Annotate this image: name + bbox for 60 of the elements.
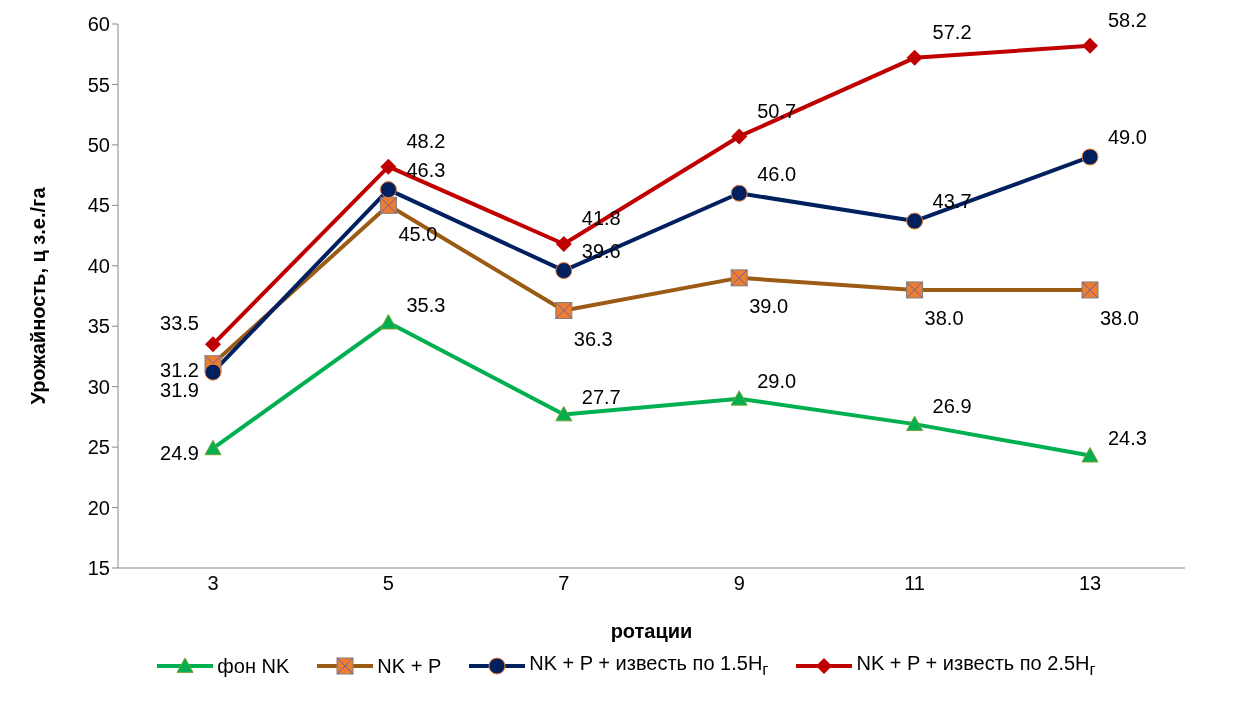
- data-label: 46.3: [406, 158, 446, 181]
- x-tick-label: 3: [207, 572, 219, 595]
- y-tick-label: 55: [87, 73, 110, 96]
- legend-label: NK + P + известь по 1.5H$_{г}$: [529, 652, 769, 680]
- point: [1081, 447, 1099, 463]
- x-axis-title: ротации: [610, 620, 693, 642]
- data-label: 58.2: [1108, 9, 1147, 32]
- point: [555, 262, 573, 280]
- data-label: 48.2: [406, 129, 446, 152]
- point: [906, 415, 924, 432]
- data-label: 33.5: [160, 311, 199, 334]
- point: [1082, 37, 1098, 54]
- data-label: 36.3: [573, 327, 613, 350]
- data-label: 26.9: [932, 395, 972, 418]
- data-label: 46.0: [757, 162, 797, 185]
- point: [906, 212, 924, 230]
- y-tick-label: 15: [87, 557, 110, 580]
- point: [205, 336, 221, 353]
- y-tick-label: 35: [87, 315, 110, 338]
- point: [906, 49, 923, 66]
- legend-label: NK + P: [377, 654, 442, 678]
- y-tick-label: 60: [87, 13, 110, 36]
- data-label: 39.0: [749, 295, 789, 318]
- legend-label: NK + P + известь по 2.5H$_{г}$: [856, 652, 1096, 680]
- point: [730, 390, 748, 406]
- y-tick-label: 45: [87, 194, 110, 217]
- data-label: 50.7: [757, 99, 797, 122]
- point: [555, 405, 573, 422]
- data-label: 38.0: [924, 307, 964, 330]
- point: [380, 158, 397, 175]
- data-label: 24.9: [160, 441, 199, 464]
- data-label: 38.0: [1100, 307, 1139, 330]
- x-tick-label: 9: [733, 572, 745, 595]
- point: [204, 363, 222, 381]
- y-tick-label: 50: [87, 133, 110, 156]
- data-label: 35.3: [406, 293, 446, 316]
- x-tick-label: 7: [558, 572, 570, 595]
- point: [731, 128, 748, 145]
- x-tick-label: 13: [1078, 572, 1102, 595]
- point: [555, 236, 572, 253]
- y-tick-label: 30: [87, 375, 110, 398]
- point: [379, 181, 397, 199]
- point: [730, 184, 748, 202]
- point: [379, 314, 397, 330]
- point: [204, 439, 222, 456]
- y-tick-label: 20: [87, 496, 110, 519]
- legend-label: фон NK: [217, 654, 290, 678]
- data-label: 43.7: [932, 190, 972, 213]
- data-label: 45.0: [398, 222, 438, 245]
- point: [1081, 148, 1099, 166]
- y-axis-title: Урожайность, ц з.е./га: [27, 186, 50, 405]
- y-tick-label: 25: [87, 436, 110, 459]
- data-label: 24.3: [1108, 426, 1147, 449]
- data-label: 49.0: [1108, 126, 1147, 149]
- data-label: 29.0: [757, 370, 797, 393]
- data-label: 27.7: [581, 385, 621, 408]
- x-tick-label: 5: [382, 572, 394, 595]
- data-label: 57.2: [932, 21, 972, 44]
- y-tick-label: 40: [87, 254, 110, 277]
- x-tick-label: 11: [904, 572, 925, 595]
